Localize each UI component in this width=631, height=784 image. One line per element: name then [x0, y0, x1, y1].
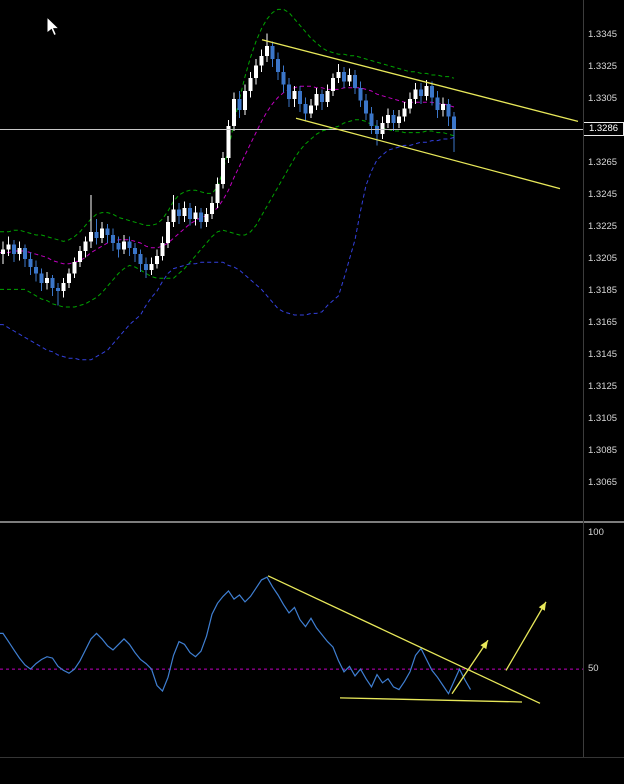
price-tick-label: 1.3125: [588, 381, 618, 392]
price-tick-label: 1.3145: [588, 349, 618, 360]
price-tick-label: 1.3265: [588, 157, 618, 168]
price-tick-label: 1.3225: [588, 221, 618, 232]
price-tick-label: 1.3205: [588, 253, 618, 264]
price-chart-canvas[interactable]: [0, 0, 584, 521]
price-tick-label: 1.3325: [588, 61, 618, 72]
price-axis[interactable]: 1.3345 1.3325 1.3305 1.3265 1.3245 1.3225 1.32…: [584, 0, 624, 521]
price-tick-label: 1.3085: [588, 445, 618, 456]
mouse-cursor-icon: [46, 16, 61, 37]
oscillator-tick-label: 50: [588, 663, 599, 674]
price-tick-label: 1.3185: [588, 285, 618, 296]
price-tick-label: 1.3065: [588, 477, 618, 488]
price-tick-label: 1.3165: [588, 317, 618, 328]
panel-separator[interactable]: [0, 521, 625, 523]
oscillator-canvas[interactable]: [0, 524, 584, 756]
window-edge: [624, 0, 631, 784]
current-price-label: 1.3286: [583, 122, 624, 136]
price-tick-label: 1.3305: [588, 93, 618, 104]
price-tick-label: 1.3105: [588, 413, 618, 424]
oscillator-axis[interactable]: 100 50: [584, 524, 624, 756]
oscillator-tick-label: 100: [588, 527, 604, 538]
price-tick-label: 1.3245: [588, 189, 618, 200]
time-axis-area[interactable]: [0, 757, 624, 758]
axis-divider: [583, 0, 584, 757]
price-tick-label: 1.3345: [588, 29, 618, 40]
